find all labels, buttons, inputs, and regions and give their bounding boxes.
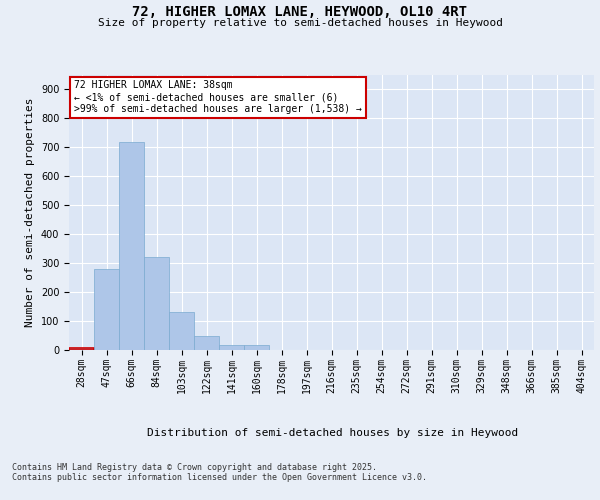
Bar <box>69 348 94 350</box>
Bar <box>244 344 269 350</box>
Text: 72, HIGHER LOMAX LANE, HEYWOOD, OL10 4RT: 72, HIGHER LOMAX LANE, HEYWOOD, OL10 4RT <box>133 5 467 19</box>
Bar <box>219 344 244 350</box>
Bar <box>94 268 119 350</box>
Text: 72 HIGHER LOMAX LANE: 38sqm
← <1% of semi-detached houses are smaller (6)
>99% o: 72 HIGHER LOMAX LANE: 38sqm ← <1% of sem… <box>74 80 362 114</box>
Bar <box>169 312 194 350</box>
Text: Distribution of semi-detached houses by size in Heywood: Distribution of semi-detached houses by … <box>148 428 518 438</box>
Text: Size of property relative to semi-detached houses in Heywood: Size of property relative to semi-detach… <box>97 18 503 28</box>
Bar <box>144 256 169 350</box>
Y-axis label: Number of semi-detached properties: Number of semi-detached properties <box>25 98 35 327</box>
Text: Contains HM Land Registry data © Crown copyright and database right 2025.
Contai: Contains HM Land Registry data © Crown c… <box>12 462 427 482</box>
Bar <box>194 336 219 350</box>
Bar <box>119 142 144 350</box>
